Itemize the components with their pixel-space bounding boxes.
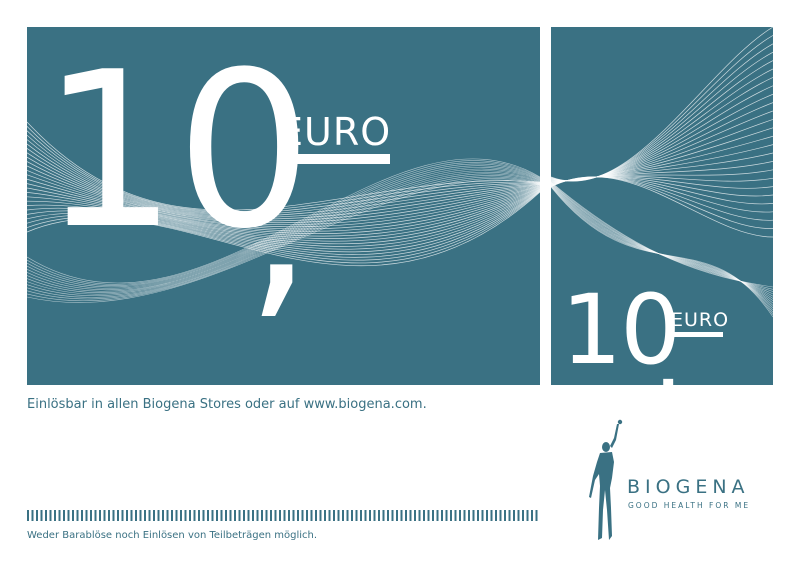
wave-line bbox=[27, 183, 540, 237]
wave-line bbox=[27, 179, 540, 303]
wave-line bbox=[551, 110, 773, 182]
voucher-currency: EURO bbox=[279, 110, 392, 154]
wave-line bbox=[27, 190, 540, 261]
stub-amount: 10 bbox=[561, 274, 681, 385]
brand-figure-icon bbox=[589, 419, 623, 540]
wave-line bbox=[27, 139, 540, 217]
wave-line bbox=[551, 186, 773, 318]
wave-line bbox=[27, 174, 540, 232]
wave-line bbox=[551, 169, 773, 185]
wave-line bbox=[27, 143, 540, 218]
voucher-main-panel: 10 , EURO bbox=[27, 27, 540, 385]
wave-line bbox=[27, 161, 540, 226]
wave-line bbox=[551, 119, 773, 182]
wave-line bbox=[27, 126, 540, 212]
wave-line bbox=[551, 176, 773, 238]
wave-line bbox=[27, 176, 540, 300]
wave-line bbox=[27, 167, 540, 291]
wave-line bbox=[551, 35, 773, 182]
wave-line bbox=[27, 156, 540, 223]
wave-line bbox=[27, 189, 540, 250]
wave-line bbox=[27, 170, 540, 293]
brand-name: BIOGENA bbox=[627, 476, 750, 498]
wave-line bbox=[27, 160, 540, 285]
wave-line bbox=[27, 190, 540, 255]
wave-line bbox=[27, 165, 540, 289]
disclaimer-text: Weder Barablöse noch Einlösen von Teilbe… bbox=[27, 530, 318, 541]
wave-line bbox=[551, 102, 773, 182]
wave-line bbox=[27, 158, 540, 284]
wave-lines-pattern bbox=[551, 27, 773, 318]
stub-currency-underline bbox=[669, 332, 723, 337]
voucher-stub-panel: 10 , EURO bbox=[551, 27, 773, 385]
wave-line bbox=[551, 144, 773, 183]
barcode-strip bbox=[27, 510, 540, 521]
wave-line bbox=[27, 173, 540, 296]
wave-line bbox=[551, 181, 773, 288]
redeem-info-text: Einlösbar in allen Biogena Stores oder a… bbox=[27, 397, 427, 412]
wave-line bbox=[27, 178, 540, 301]
wave-line bbox=[27, 134, 540, 215]
voucher-amount-comma: , bbox=[245, 91, 313, 342]
brand-logo: BIOGENA GOOD HEALTH FOR ME bbox=[585, 418, 775, 548]
voucher-amount: 10 bbox=[41, 27, 313, 276]
wave-line bbox=[27, 187, 540, 239]
wave-line bbox=[27, 171, 540, 295]
stub-amount-comma: , bbox=[652, 302, 682, 385]
wave-line bbox=[551, 68, 773, 182]
wave-line bbox=[27, 170, 540, 230]
wave-line bbox=[27, 162, 540, 286]
wave-line bbox=[551, 27, 773, 182]
brand-tagline: GOOD HEALTH FOR ME bbox=[628, 501, 751, 510]
wave-line bbox=[27, 175, 540, 298]
wave-line bbox=[551, 51, 773, 182]
currency-underline bbox=[279, 154, 390, 164]
wave-line bbox=[551, 60, 773, 182]
wave-line bbox=[27, 188, 540, 245]
wave-line bbox=[27, 191, 540, 267]
wave-line bbox=[27, 152, 540, 222]
wave-lines-pattern bbox=[27, 121, 540, 303]
wave-line bbox=[27, 168, 540, 292]
wave-line bbox=[551, 43, 773, 182]
wave-line bbox=[27, 163, 540, 288]
wave-line bbox=[27, 130, 540, 214]
wave-line bbox=[551, 85, 773, 182]
wave-line bbox=[27, 148, 540, 220]
wave-line bbox=[551, 176, 773, 213]
wave-line bbox=[551, 77, 773, 182]
stub-currency: EURO bbox=[671, 309, 730, 331]
wave-line bbox=[27, 121, 540, 211]
wave-line bbox=[27, 178, 540, 234]
wave-line bbox=[27, 165, 540, 228]
